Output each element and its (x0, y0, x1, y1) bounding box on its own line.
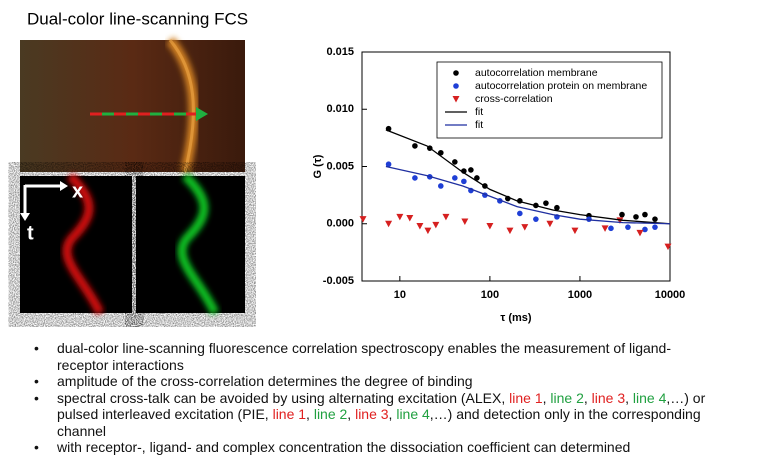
green-channel-image (136, 172, 245, 315)
data-point (506, 227, 514, 235)
y-tick-label: 0.010 (326, 103, 354, 115)
data-point (461, 218, 469, 225)
data-point (468, 167, 474, 173)
legend-box (436, 61, 663, 139)
bullet-text: line 4 (396, 406, 430, 422)
data-point (406, 215, 414, 222)
data-point (416, 223, 424, 230)
microscope-image (20, 36, 245, 174)
data-point (461, 178, 467, 185)
fit-line (385, 129, 671, 225)
data-point (642, 211, 648, 218)
y-tick-label: 0.000 (326, 218, 354, 230)
bullet-text: , (625, 389, 633, 406)
data-point (652, 216, 658, 222)
data-point (636, 229, 644, 237)
data-point (571, 227, 579, 235)
legend-label: cross-correlation (475, 93, 553, 105)
data-point (474, 175, 480, 181)
legend-label: fit (475, 106, 483, 118)
bullet-text: line 3 (591, 389, 626, 406)
data-point (385, 220, 393, 228)
bullet-text: , (542, 389, 551, 406)
bullet-text: , (306, 406, 314, 422)
data-point (452, 175, 458, 181)
data-point (608, 225, 614, 232)
bullet-item: spectral cross-talk can be avoided by us… (20, 390, 720, 440)
data-point (442, 213, 450, 221)
data-point (546, 220, 554, 228)
legend-swatch (452, 96, 460, 103)
bullet-item: with receptor-, ligand- and complex conc… (20, 439, 720, 456)
data-point (385, 161, 392, 168)
data-point (652, 224, 658, 230)
slide-title: Dual-color line-scanning FCS (27, 9, 248, 28)
bullet-text: line 4 (632, 389, 667, 406)
bullet-text: line 1 (509, 389, 543, 406)
bullet-text: ,…) or pulsed interleaved excitation (PI… (57, 389, 706, 423)
y-tick-label: 0.015 (326, 46, 354, 58)
legend-swatch (453, 83, 459, 89)
bullet-text: spectral cross-talk can be avoided by us… (57, 389, 510, 406)
data-point (438, 183, 444, 189)
fit-line (385, 165, 671, 225)
data-point (533, 216, 539, 222)
data-point (625, 224, 631, 230)
data-point (642, 226, 648, 233)
data-point (486, 223, 494, 230)
legend-swatch (453, 70, 459, 76)
data-point (619, 211, 625, 218)
bullet-text: with receptor-, ligand- and complex conc… (57, 439, 631, 455)
legend-label: autocorrelation protein on membrane (475, 80, 647, 92)
bullet-list: dual-color line-scanning fluorescence co… (20, 340, 720, 456)
bullet-text: line 2 (313, 406, 348, 422)
data-point (543, 200, 549, 206)
data-point (412, 175, 418, 181)
bullet-text: amplitude of the cross-correlation deter… (57, 373, 473, 389)
bullet-text: , (347, 406, 356, 422)
bullet-item: dual-color line-scanning fluorescence co… (20, 340, 720, 373)
data-point (438, 149, 444, 156)
data-point (521, 224, 529, 231)
bullet-text: , (388, 406, 397, 422)
bullet-text: line 1 (272, 406, 307, 422)
x-tick-label: 100 (481, 289, 499, 301)
legend-label: fit (475, 119, 483, 131)
t-label: t (27, 222, 34, 244)
x-tick-label: 1000 (568, 289, 592, 301)
chart: -0.005 0.000 0.005 0.010 0.015 10 100 1000 10000… (312, 46, 685, 324)
data-point (664, 243, 672, 251)
bullet-text: dual-color line-scanning fluorescence co… (57, 340, 672, 373)
x-tick-label: 10 (394, 289, 406, 301)
legend-label: autocorrelation membrane (475, 67, 598, 79)
x-label: x (72, 180, 83, 202)
bullet-item: amplitude of the cross-correlation deter… (20, 373, 720, 390)
data-point (601, 225, 609, 232)
data-point (359, 216, 367, 223)
data-point (554, 204, 560, 211)
red-channel-image: x t (20, 172, 132, 315)
data-point (424, 227, 432, 235)
y-tick-label: -0.005 (323, 275, 354, 287)
bullet-text: line 2 (550, 389, 584, 406)
y-tick-label: 0.005 (326, 160, 354, 172)
data-point (412, 143, 418, 149)
x-axis-title: τ (ms) (500, 312, 532, 324)
x-tick-label: 10000 (655, 289, 686, 301)
data-point (432, 221, 440, 229)
bullet-text: line 3 (355, 406, 389, 422)
data-point (633, 214, 639, 220)
data-point (517, 210, 523, 217)
data-point (452, 159, 458, 165)
bullet-text: , (583, 389, 592, 406)
data-point (396, 213, 404, 221)
y-axis-title: G (τ) (312, 154, 324, 178)
slide-graphics: Dual-color line-scanning FCS x t -0.005 0… (20, 9, 685, 324)
bullet-text: ,…) and detection only in the correspond… (57, 406, 701, 439)
